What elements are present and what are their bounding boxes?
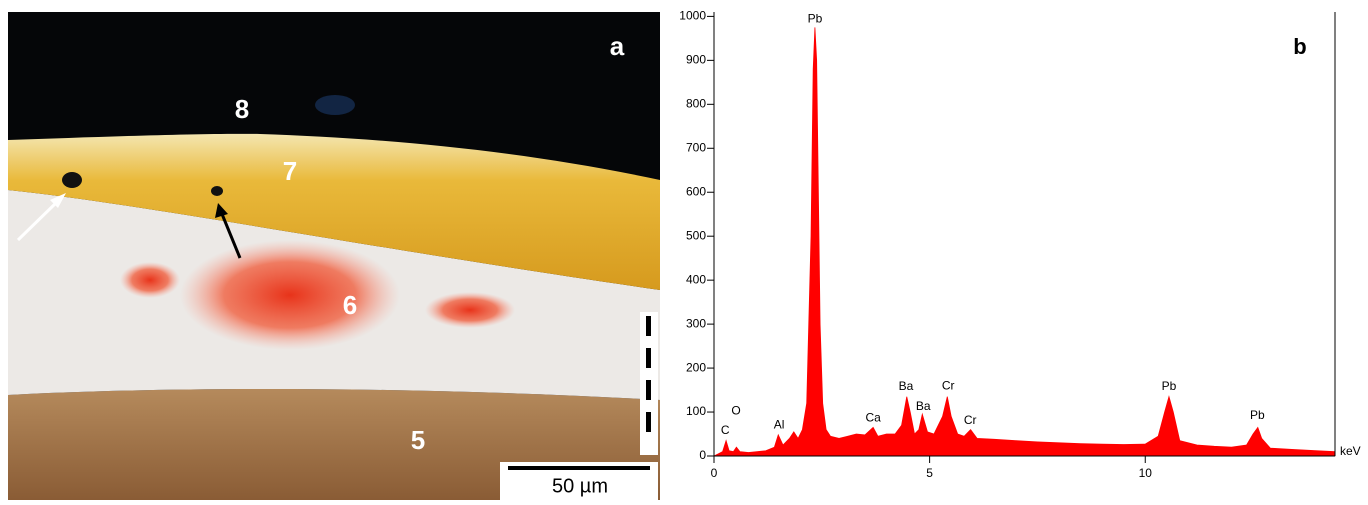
layer-label: 7 (283, 156, 297, 186)
peak-label: Al (774, 417, 785, 431)
x-tick-label: 0 (711, 466, 718, 480)
y-tick-label: 400 (686, 272, 706, 286)
x-tick-label: 10 (1139, 466, 1153, 480)
peak-label: C (721, 423, 730, 437)
layer-label: 5 (411, 425, 425, 455)
peak-label: Cr (942, 378, 955, 392)
x-axis-label: keV (1340, 444, 1361, 458)
y-tick-label: 900 (686, 53, 706, 67)
y-tick-label: 100 (686, 404, 706, 418)
peak-label: Pb (1162, 379, 1177, 393)
peak-label: Ba (899, 379, 914, 393)
y-tick-label: 800 (686, 96, 706, 110)
x-tick-label: 5 (926, 466, 933, 480)
peak-label: Ba (916, 399, 931, 413)
panel-label: b (1293, 34, 1306, 59)
peak-label: Pb (1250, 408, 1265, 422)
micrograph: a 8 7 6 5 50 µm (8, 12, 660, 500)
peak-label: O (731, 403, 740, 417)
y-tick-label: 700 (686, 140, 706, 154)
panel-label: a (610, 31, 625, 61)
scale-bar-label: 50 µm (552, 475, 608, 497)
spectrum (713, 27, 1336, 457)
peak-label: Cr (964, 413, 977, 427)
y-tick-label: 300 (686, 316, 706, 330)
y-tick-label: 200 (686, 360, 706, 374)
y-tick-label: 0 (699, 448, 706, 462)
y-tick-label: 1000 (679, 9, 706, 23)
peak-label: Ca (865, 410, 881, 424)
y-tick-label: 600 (686, 184, 706, 198)
y-tick-label: 500 (686, 228, 706, 242)
layer-label: 8 (235, 94, 249, 124)
peak-label: Pb (808, 12, 823, 26)
layer-label: 6 (343, 290, 357, 320)
